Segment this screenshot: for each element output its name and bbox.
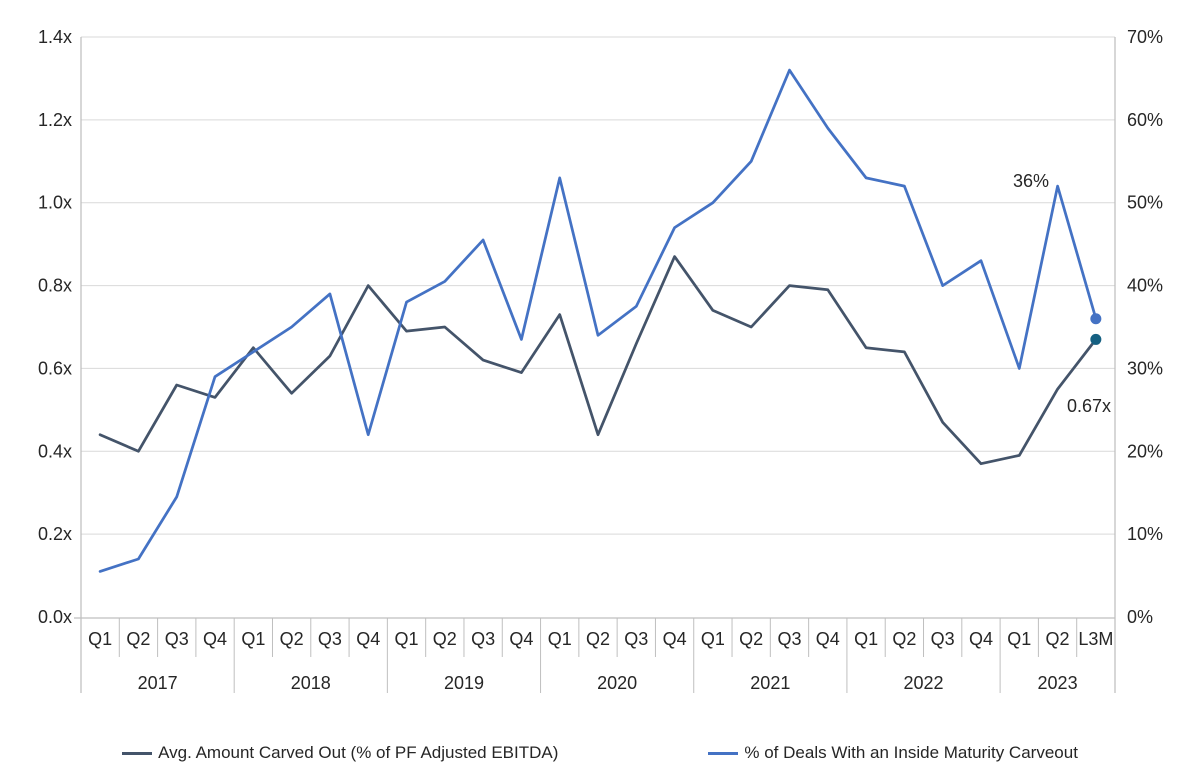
legend-line-swatch-dark <box>122 751 153 755</box>
legend-label: Avg. Amount Carved Out (% of PF Adjusted… <box>158 743 559 762</box>
series-end-marker <box>1090 333 1102 345</box>
left-axis-tick-label: 1.0x <box>38 193 72 213</box>
left-axis-tick-label: 1.2x <box>38 110 72 130</box>
left-axis-tick-label: 0.4x <box>38 441 72 461</box>
legend-item-deals-with-carveout: % of Deals With an Inside Maturity Carve… <box>708 743 1078 763</box>
right-axis-tick-label: 60% <box>1127 110 1163 130</box>
data-label: 36% <box>1013 171 1049 191</box>
quarter-label: Q4 <box>356 629 380 649</box>
quarter-label: Q1 <box>854 629 878 649</box>
quarter-label: L3M <box>1078 629 1113 649</box>
chart-legend: Avg. Amount Carved Out (% of PF Adjusted… <box>0 737 1200 769</box>
quarter-label: Q2 <box>280 629 304 649</box>
quarter-label: Q2 <box>739 629 763 649</box>
quarter-label: Q2 <box>1046 629 1070 649</box>
year-label: 2023 <box>1038 673 1078 693</box>
year-label: 2020 <box>597 673 637 693</box>
year-label: 2021 <box>750 673 790 693</box>
legend-line-swatch-blue <box>708 751 739 755</box>
quarter-label: Q3 <box>471 629 495 649</box>
legend-label: % of Deals With an Inside Maturity Carve… <box>744 743 1078 762</box>
quarter-label: Q4 <box>663 629 687 649</box>
left-axis-tick-label: 0.8x <box>38 276 72 296</box>
quarter-label: Q4 <box>816 629 840 649</box>
quarter-label: Q3 <box>318 629 342 649</box>
series-end-marker <box>1090 313 1102 325</box>
legend-item-avg-amount-carved-out: Avg. Amount Carved Out (% of PF Adjusted… <box>122 743 558 763</box>
right-axis-tick-label: 50% <box>1127 193 1163 213</box>
quarter-label: Q1 <box>701 629 725 649</box>
right-axis-tick-label: 10% <box>1127 524 1163 544</box>
right-axis-tick-label: 20% <box>1127 441 1163 461</box>
quarter-label: Q1 <box>548 629 572 649</box>
right-axis-tick-label: 70% <box>1127 27 1163 47</box>
quarter-label: Q2 <box>126 629 150 649</box>
quarter-label: Q2 <box>586 629 610 649</box>
quarter-label: Q4 <box>203 629 227 649</box>
year-label: 2018 <box>291 673 331 693</box>
year-label: 2019 <box>444 673 484 693</box>
quarter-label: Q2 <box>892 629 916 649</box>
quarter-label: Q3 <box>777 629 801 649</box>
quarter-label: Q4 <box>509 629 533 649</box>
series-line-deals-carveout <box>98 68 1098 573</box>
right-axis-tick-label: 40% <box>1127 276 1163 296</box>
quarter-label: Q1 <box>395 629 419 649</box>
quarter-label: Q3 <box>931 629 955 649</box>
left-axis-tick-label: 0.2x <box>38 524 72 544</box>
quarter-label: Q2 <box>433 629 457 649</box>
quarter-label: Q1 <box>241 629 265 649</box>
series-line-avg-carved-out <box>98 255 1098 466</box>
left-axis-tick-label: 1.4x <box>38 27 72 47</box>
quarter-label: Q3 <box>624 629 648 649</box>
quarter-label: Q1 <box>1007 629 1031 649</box>
quarter-label: Q1 <box>88 629 112 649</box>
quarter-label: Q4 <box>969 629 993 649</box>
quarter-label: Q3 <box>165 629 189 649</box>
data-label: 0.67x <box>1067 396 1111 416</box>
year-label: 2017 <box>138 673 178 693</box>
right-axis-tick-label: 30% <box>1127 358 1163 378</box>
left-axis-tick-label: 0.0x <box>38 607 72 627</box>
right-axis-tick-label: 0% <box>1127 607 1153 627</box>
left-axis-tick-label: 0.6x <box>38 358 72 378</box>
year-label: 2022 <box>903 673 943 693</box>
